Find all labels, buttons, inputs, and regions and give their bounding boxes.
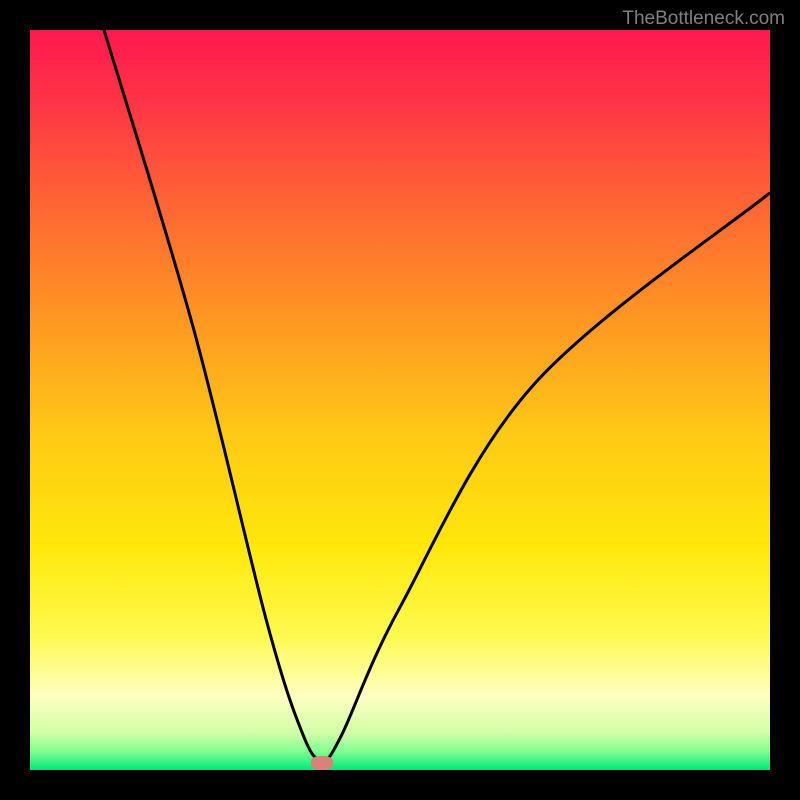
- bottleneck-chart: [30, 30, 770, 770]
- bottleneck-curve: [30, 30, 770, 770]
- optimal-marker: [311, 756, 333, 770]
- watermark-text: TheBottleneck.com: [622, 8, 785, 30]
